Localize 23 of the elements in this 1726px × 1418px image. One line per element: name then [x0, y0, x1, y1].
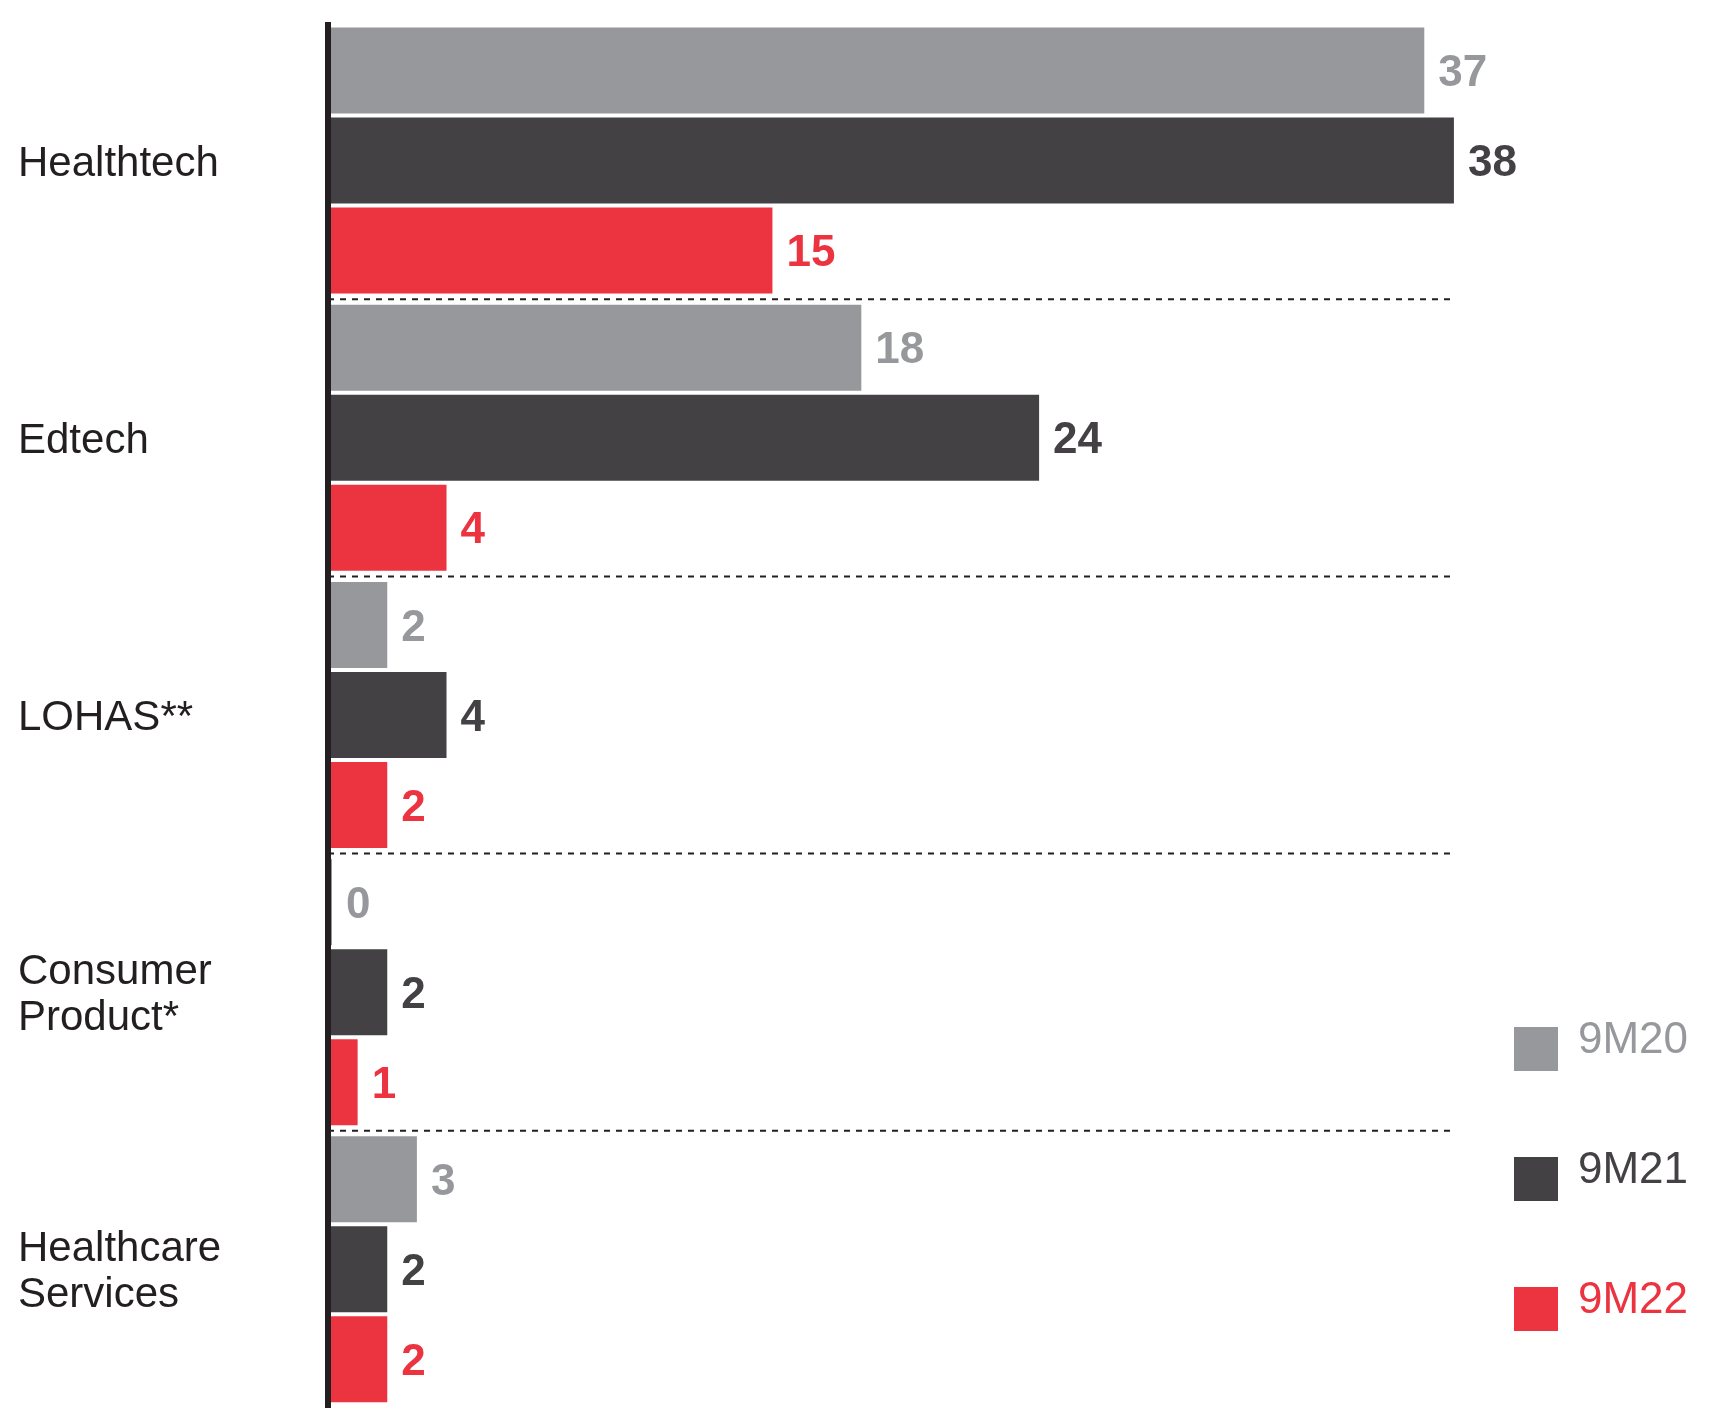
data-label: 3 [430, 1154, 456, 1204]
data-label: 2 [401, 967, 426, 1017]
data-label: 4 [460, 503, 486, 553]
legend-label: 9M21 [1577, 1143, 1688, 1192]
data-label: 1 [371, 1057, 397, 1107]
data-label: 2 [401, 600, 426, 650]
legend-label: 9M22 [1577, 1273, 1688, 1322]
y-tick-label: Healthtech [18, 137, 219, 185]
data-label: 2 [401, 1334, 426, 1384]
data-label: 38 [1467, 136, 1517, 186]
data-label: 15 [786, 226, 836, 276]
data-label: 37 [1438, 46, 1488, 96]
y-tick-label: LOHAS** [18, 691, 194, 739]
y-tick-label: Consumer Product* [18, 945, 212, 1039]
data-label: 4 [460, 690, 486, 740]
data-label: 0 [346, 877, 371, 927]
data-label: 2 [401, 780, 426, 830]
data-label: 18 [875, 323, 925, 373]
data-label: 24 [1053, 413, 1103, 463]
y-tick-label: Healthcare Services [18, 1222, 222, 1316]
legend-label: 9M20 [1577, 1013, 1688, 1062]
data-label: 2 [401, 1244, 426, 1294]
y-tick-label: Edtech [18, 414, 149, 462]
